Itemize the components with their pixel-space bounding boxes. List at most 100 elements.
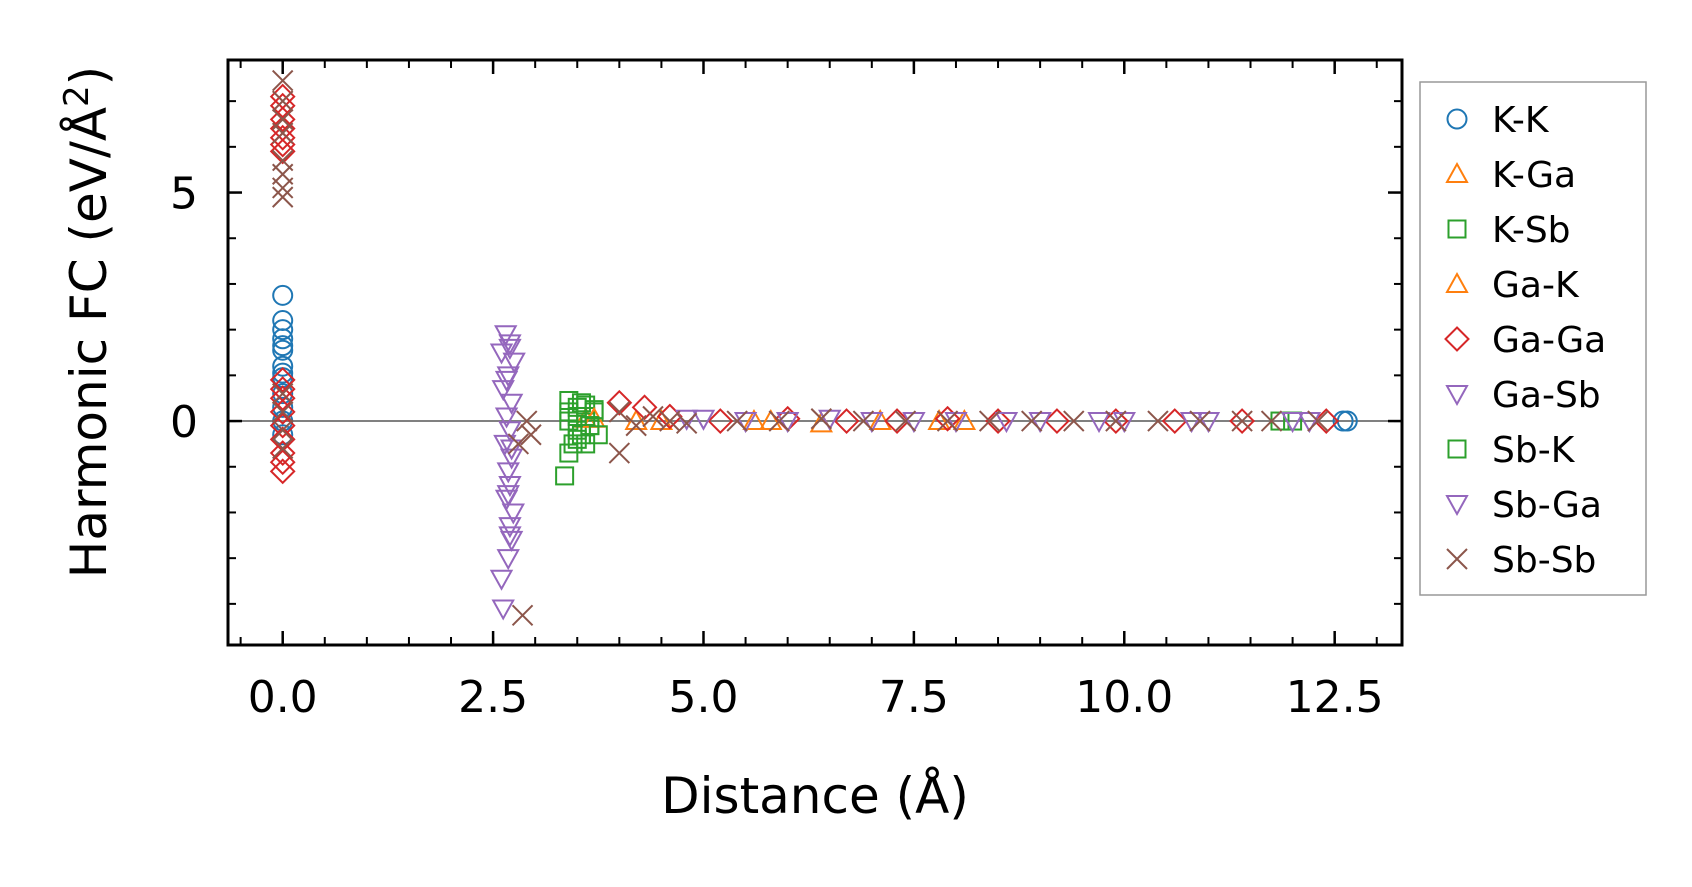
data-point	[271, 90, 294, 112]
data-point	[606, 389, 633, 416]
legend-label: K-Sb	[1492, 210, 1571, 251]
legend-box	[1419, 81, 1647, 596]
legend-item-ga-k: Ga-K	[1445, 265, 1580, 306]
data-point	[571, 393, 591, 413]
data-point	[269, 398, 296, 425]
plot-layer	[228, 69, 1402, 627]
legend-label: Sb-K	[1492, 430, 1576, 471]
data-point	[833, 408, 860, 434]
data-point	[1307, 410, 1329, 432]
y-tick-label: 0	[170, 397, 198, 448]
legend-item-k-k: K-K	[1446, 100, 1550, 141]
data-point	[555, 466, 575, 486]
data-point	[1102, 408, 1129, 434]
legend-item-k-sb: K-Sb	[1447, 210, 1571, 251]
data-point	[269, 138, 296, 165]
data-point	[498, 421, 522, 443]
data-point	[493, 434, 517, 456]
data-point	[642, 405, 664, 428]
data-point	[269, 458, 296, 485]
data-point	[271, 437, 294, 460]
legend-marker	[1445, 385, 1469, 407]
y-axis-label: Harmonic FC (eV/Å2)	[57, 66, 118, 578]
data-point	[1044, 408, 1070, 434]
data-point	[1229, 408, 1256, 434]
data-point	[272, 328, 294, 350]
axes-layer: 0.0 2.5 5.0 7.5 10.0 12.5 0 5	[170, 58, 1404, 723]
data-point	[507, 433, 530, 455]
data-point	[269, 440, 296, 466]
data-point	[269, 449, 296, 476]
data-point	[489, 569, 514, 591]
data-point	[269, 124, 296, 151]
data-point	[496, 485, 520, 507]
data-point	[742, 408, 766, 431]
data-point	[499, 393, 524, 415]
data-point	[520, 424, 542, 446]
data-point	[491, 599, 515, 621]
y-axis-label-superscript: 2	[57, 85, 97, 107]
x-tick-label: 5.0	[668, 672, 738, 723]
data-point	[809, 411, 834, 433]
legend-label: K-K	[1492, 100, 1550, 141]
legend-marker	[1444, 326, 1470, 352]
legend-marker	[1445, 271, 1469, 293]
data-point	[272, 319, 294, 341]
legend-item-ga-ga: Ga-Ga	[1444, 320, 1606, 361]
data-point	[1161, 408, 1188, 434]
data-point	[269, 106, 296, 133]
data-point	[272, 362, 294, 384]
data-point	[502, 352, 526, 374]
data-point	[496, 462, 520, 484]
data-point	[271, 186, 294, 208]
data-point	[1280, 412, 1305, 434]
data-point	[625, 414, 647, 437]
data-point	[499, 439, 524, 461]
x-tick-label: 10.0	[1075, 672, 1173, 723]
data-point	[272, 335, 294, 357]
data-point	[674, 409, 699, 431]
data-point	[498, 526, 522, 548]
y-axis-label-main: Harmonic FC (eV/Å	[60, 107, 118, 578]
legend-label: K-Ga	[1492, 155, 1576, 196]
data-point	[631, 394, 658, 421]
data-point	[271, 419, 294, 441]
data-point	[576, 434, 596, 454]
data-point	[511, 604, 534, 627]
data-point	[978, 410, 1001, 432]
legend-label: Ga-Sb	[1492, 375, 1601, 416]
y-axis-label-tail: )	[60, 66, 118, 86]
data-point	[884, 408, 910, 434]
data-point	[1147, 410, 1169, 432]
x-tick-label: 0.0	[248, 672, 318, 723]
data-point	[1313, 408, 1340, 434]
data-point	[985, 408, 1011, 434]
x-tick-label: 2.5	[458, 672, 528, 723]
data-point	[994, 412, 1019, 434]
legend-item-sb-sb: Sb-Sb	[1446, 540, 1596, 581]
data-point	[498, 338, 522, 360]
series-sb-k	[559, 393, 608, 454]
plot-area	[228, 69, 1402, 627]
legend-marker	[1445, 161, 1469, 183]
x-tick-label: 7.5	[879, 672, 949, 723]
legend-label: Sb-Sb	[1492, 540, 1596, 581]
series-sb-sb	[271, 69, 1329, 627]
data-point	[852, 410, 875, 432]
data-point	[936, 410, 959, 432]
data-point	[952, 408, 977, 431]
data-point	[272, 424, 294, 446]
data-point	[494, 407, 519, 429]
data-point	[1189, 410, 1211, 432]
data-point	[271, 401, 294, 423]
data-point	[675, 412, 698, 435]
data-point	[271, 69, 294, 92]
legend-label: Ga-K	[1492, 265, 1580, 306]
legend-item-sb-k: Sb-K	[1447, 430, 1576, 471]
data-point	[269, 385, 296, 412]
data-point	[271, 382, 294, 405]
data-point	[1105, 410, 1127, 432]
y-tick-label: 5	[170, 169, 198, 220]
data-point	[271, 122, 294, 144]
data-point	[567, 406, 587, 426]
